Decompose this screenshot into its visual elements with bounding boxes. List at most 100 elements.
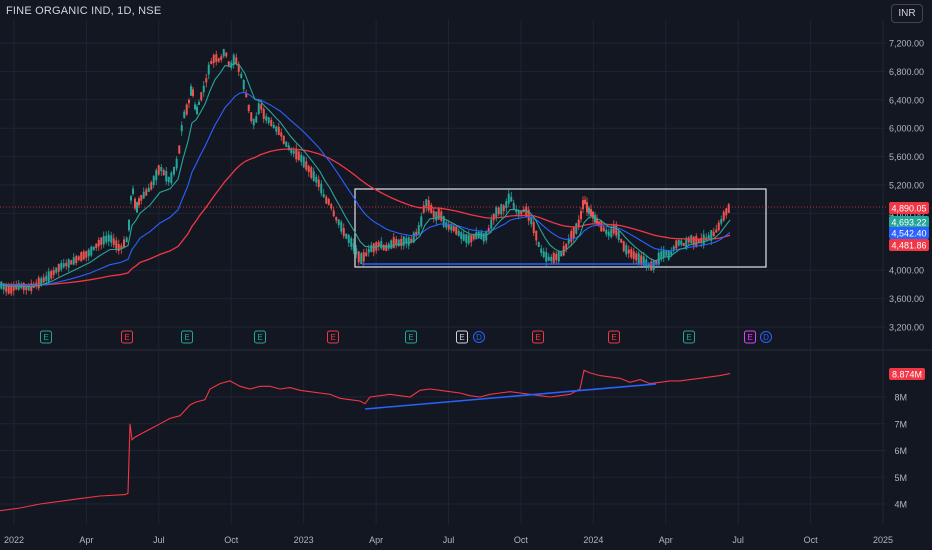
candle-body xyxy=(610,228,613,238)
candle-body xyxy=(582,200,584,209)
candle-body xyxy=(594,214,596,223)
candle-body xyxy=(517,210,520,215)
candle-body xyxy=(210,60,213,65)
candle-body xyxy=(586,202,588,213)
volume-value-tag-text: 8.874M xyxy=(892,370,922,380)
candle-body xyxy=(57,263,60,272)
candle-body xyxy=(190,86,192,96)
candle-body xyxy=(380,240,383,249)
candle-body xyxy=(512,202,515,210)
candle-body xyxy=(132,188,134,194)
candle-body xyxy=(147,187,150,192)
ema-mid-line xyxy=(0,91,731,287)
candle-body xyxy=(40,278,43,285)
candle-body xyxy=(307,165,310,173)
volume-line xyxy=(0,369,731,512)
earnings-marker xyxy=(254,330,266,344)
candle-body xyxy=(452,226,455,232)
candle-body xyxy=(80,252,83,262)
candle-body xyxy=(183,111,186,119)
candle-body xyxy=(120,245,123,249)
ema-slow-line xyxy=(0,148,731,286)
candle-body xyxy=(212,54,215,63)
candle-body xyxy=(345,233,348,239)
candle-body xyxy=(287,145,290,151)
candle-body xyxy=(540,248,543,253)
candle-body xyxy=(515,209,518,213)
candle-body xyxy=(202,85,205,93)
candle-body xyxy=(125,237,128,243)
candle-body xyxy=(10,285,13,294)
candle-body xyxy=(192,89,194,97)
candle-body xyxy=(672,246,675,250)
candle-body xyxy=(382,244,385,251)
candle-body xyxy=(542,251,545,258)
price-axis-label: 6,400.00 xyxy=(889,95,924,105)
candle-body xyxy=(207,64,210,75)
candle-body xyxy=(252,118,255,126)
candle-body xyxy=(102,236,105,245)
currency-button[interactable]: INR xyxy=(891,4,923,23)
candle-body xyxy=(425,199,428,208)
candle-body xyxy=(170,172,173,184)
candle-body xyxy=(90,246,93,256)
candle-body xyxy=(675,240,678,249)
candle-body xyxy=(507,193,510,204)
candle-body xyxy=(198,101,200,105)
ema-fast-line xyxy=(0,62,731,288)
candle-body xyxy=(297,151,300,161)
candle-body xyxy=(620,239,623,243)
candle-body xyxy=(665,251,668,256)
candle-body xyxy=(320,183,323,194)
candle-body xyxy=(245,93,248,98)
time-axis-label: 2024 xyxy=(583,535,603,545)
candle-body xyxy=(565,243,568,249)
earnings-marker xyxy=(608,330,620,344)
price-axis-label: 7,200.00 xyxy=(889,39,924,49)
candle-body xyxy=(725,208,728,216)
candle-body xyxy=(625,245,628,255)
candle-body xyxy=(440,211,443,221)
candle-body xyxy=(232,54,235,65)
candle-body xyxy=(337,219,340,226)
candle-body xyxy=(242,80,245,90)
candle-body xyxy=(167,177,170,183)
candle-body xyxy=(347,234,350,244)
candle-body xyxy=(692,236,695,246)
candle-body xyxy=(635,253,638,261)
candle-body xyxy=(617,231,620,240)
candle-body xyxy=(70,260,73,265)
candle-body xyxy=(407,237,410,246)
candle-body xyxy=(685,238,688,249)
time-axis-label: Jul xyxy=(153,535,165,545)
candle-body xyxy=(592,211,594,219)
candle-body xyxy=(410,238,413,242)
candle-body xyxy=(530,216,533,225)
dividend-marker xyxy=(473,331,485,343)
candle-body xyxy=(652,260,655,270)
earnings-marker xyxy=(327,330,339,344)
time-axis-label: Oct xyxy=(514,535,529,545)
candle-body xyxy=(365,252,368,257)
candle-body xyxy=(322,193,325,198)
volume-axis-label: 5M xyxy=(894,473,907,483)
candle-body xyxy=(557,251,560,262)
candle-body xyxy=(225,52,228,57)
marker-letter: E xyxy=(124,333,129,342)
candle-body xyxy=(567,238,570,244)
candle-body xyxy=(30,283,33,292)
candle-body xyxy=(310,167,313,178)
time-axis-label: Oct xyxy=(804,535,819,545)
candle-body xyxy=(270,119,273,126)
candle-body xyxy=(188,99,190,104)
candle-body xyxy=(645,259,648,267)
candle-body xyxy=(710,230,713,241)
candle-body xyxy=(115,240,118,249)
candle-body xyxy=(702,234,705,246)
candle-body xyxy=(720,219,723,224)
marker-letter: E xyxy=(408,333,413,342)
candle-body xyxy=(142,191,145,199)
candle-body xyxy=(27,285,30,291)
candle-body xyxy=(110,235,113,243)
